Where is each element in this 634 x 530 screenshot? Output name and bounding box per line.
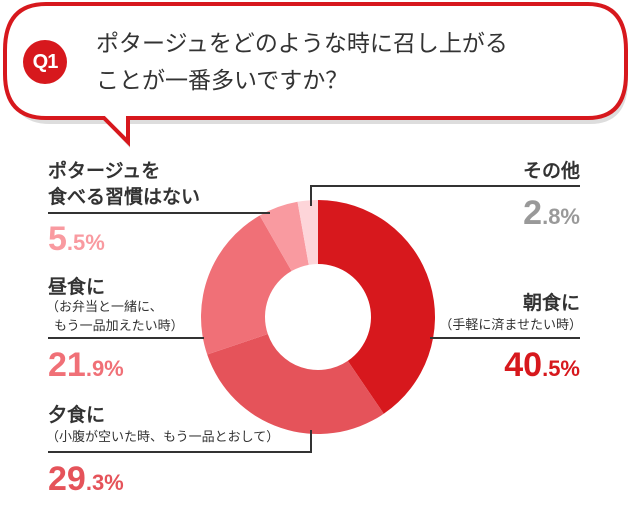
donut-slice-breakfast <box>318 200 436 414</box>
leader-line-breakfast <box>430 337 580 339</box>
label-dinner: 夕食に <box>48 404 106 426</box>
pct-none: 5.5% <box>48 220 105 258</box>
leader-line-dinner-vert <box>310 430 312 453</box>
question-badge: Q1 <box>23 40 67 84</box>
leader-line-other-vert <box>310 185 312 206</box>
leader-line-dinner <box>48 451 312 453</box>
pct-other: 2.8% <box>523 194 580 232</box>
pct-lunch: 21.9% <box>48 346 124 384</box>
donut-slice-dinner <box>207 334 384 434</box>
question-text: ポタージュをどのような時に召し上がる ことが一番多いですか？ <box>96 26 508 100</box>
sub-lunch-1: （お弁当と一緒に、 <box>46 300 163 315</box>
pct-breakfast: 40.5% <box>504 346 580 384</box>
sub-dinner: （小腹が空いた時、もう一品とおして） <box>46 430 280 445</box>
question-line-2: ことが一番多いですか？ <box>96 68 349 94</box>
donut-slice-other <box>297 200 318 265</box>
leader-line-none <box>48 212 270 214</box>
pct-dinner: 29.3% <box>48 460 124 498</box>
donut-slice-none <box>259 201 309 272</box>
leader-line-lunch <box>48 337 204 339</box>
label-lunch: 昼食に <box>48 276 106 298</box>
sub-lunch-2: もう一品加えたい時） <box>54 319 184 334</box>
label-none-1: ポタージュを <box>48 160 161 182</box>
label-none-2: 食べる習慣はない <box>48 186 201 208</box>
donut-slice-lunch <box>201 215 292 355</box>
leader-line-other <box>310 185 580 187</box>
speech-bubble <box>2 2 628 148</box>
sub-breakfast: （手軽に済ませたい時） <box>439 318 582 333</box>
label-breakfast: 朝食に <box>522 292 580 314</box>
question-line-1: ポタージュをどのような時に召し上がる <box>96 31 508 57</box>
label-other: その他 <box>522 160 580 182</box>
